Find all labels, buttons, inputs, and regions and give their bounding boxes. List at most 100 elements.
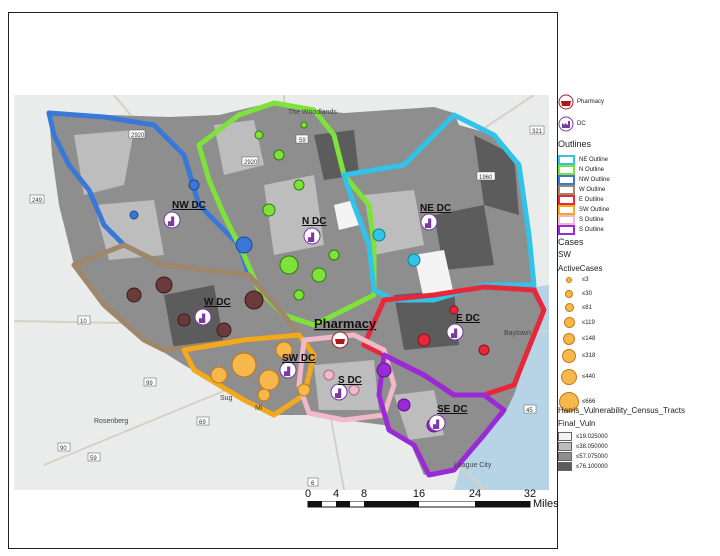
label-pharmacy: Pharmacy xyxy=(314,316,377,331)
legend-outline-swatch xyxy=(558,155,575,165)
label-w-dc: W DC xyxy=(204,297,231,308)
legend-case-item: ≤3 xyxy=(558,277,589,283)
dc-marker-se[interactable]: ▟ SE DC xyxy=(428,404,468,432)
case-bubble xyxy=(177,313,191,327)
shield-90: 90 xyxy=(60,446,67,452)
shield-2920b: 2920 xyxy=(244,160,258,166)
ne-outline xyxy=(341,112,537,303)
case-bubble xyxy=(155,276,173,294)
scale-tick-label: 0 xyxy=(304,488,312,500)
case-bubble xyxy=(262,203,276,217)
scale-tick-label: 8 xyxy=(360,488,368,500)
legend-vuln-label: ≤57.075000 xyxy=(576,453,608,460)
dc-marker-sw[interactable]: ▟ SW DC xyxy=(279,353,315,379)
legend-case-item: ≤440 xyxy=(558,369,595,385)
legend-case-label: ≤440 xyxy=(582,374,596,380)
pharmacy-marker[interactable]: Pharmacy xyxy=(314,316,377,349)
legend-pharmacy: Pharmacy xyxy=(558,94,604,110)
scale-tick-label: 24 xyxy=(468,488,482,500)
legend-case-bubble xyxy=(561,369,577,385)
legend-outline-swatch xyxy=(558,205,575,215)
legend-outline-swatch xyxy=(558,165,575,175)
case-bubble xyxy=(273,149,285,161)
shield-59n: 59 xyxy=(299,138,306,144)
legend-outline-label: S Outline xyxy=(579,227,604,233)
map-canvas[interactable]: The Woodlands Sug Mi Rosenberg League Ci… xyxy=(14,95,549,490)
case-bubble xyxy=(293,179,305,191)
dc-marker-n[interactable]: ▟ N DC xyxy=(302,216,326,245)
legend-case-item: ≤666 xyxy=(558,392,595,412)
case-bubble xyxy=(231,352,257,378)
dc-marker-ne[interactable]: ▟ NE DC xyxy=(420,203,451,231)
legend-vuln-label: ≤19.025000 xyxy=(576,433,608,440)
case-bubble xyxy=(478,344,490,356)
dc-marker-w[interactable]: ▟ W DC xyxy=(194,297,231,326)
case-bubble xyxy=(235,236,253,254)
case-bubble xyxy=(376,362,392,378)
scale-tick-label: 32 xyxy=(523,488,537,500)
legend-case-label: ≤30 xyxy=(582,291,592,297)
legend-outline-swatch xyxy=(558,195,575,205)
dc-marker-s[interactable]: ▟ S DC xyxy=(330,375,362,401)
scale-bar: 0 4 8 16 24 32 Miles xyxy=(305,488,565,512)
legend-case-item: ≤148 xyxy=(558,333,595,345)
label-s-dc: S DC xyxy=(338,375,362,386)
legend-vuln-title: Harris_Vulnerability_Census_Tracts xyxy=(558,406,686,415)
shield-69: 69 xyxy=(199,420,206,426)
case-bubble xyxy=(254,130,264,140)
case-bubble xyxy=(279,255,299,275)
map-area[interactable]: The Woodlands Sug Mi Rosenberg League Ci… xyxy=(14,95,549,490)
legend-outline-label: SW Outline xyxy=(579,207,610,213)
legend-outline-item: W Outline xyxy=(558,185,605,195)
legend-cases-title: Cases xyxy=(558,237,584,247)
legend-vuln-item: ≤38.050000 xyxy=(558,442,608,451)
shield-2920a: 2920 xyxy=(131,133,145,139)
legend-outline-swatch xyxy=(558,185,575,195)
legend-case-bubble xyxy=(559,392,579,412)
label-rosenberg: Rosenberg xyxy=(94,418,128,425)
legend-case-label: ≤3 xyxy=(582,277,589,283)
label-sw-dc: SW DC xyxy=(282,353,315,364)
legend-vuln-item: ≤19.025000 xyxy=(558,432,608,441)
shield-10: 10 xyxy=(80,319,87,325)
legend-outline-item: N Outline xyxy=(558,165,604,175)
legend-outline-item: S Outline xyxy=(558,215,604,225)
legend-case-label: ≤81 xyxy=(582,304,592,311)
case-bubble xyxy=(293,289,305,301)
case-bubble xyxy=(129,210,139,220)
legend-case-bubble xyxy=(563,317,575,328)
legend-vuln-swatch xyxy=(558,432,572,441)
legend-case-bubble xyxy=(562,349,576,363)
dc-markers: ▟ NW DC ▟ N DC ▟ NE DC ▟ W DC ▟ E DC ▟ S… xyxy=(163,200,480,432)
factory-icon xyxy=(558,116,574,132)
label-baytown: Baytown xyxy=(504,330,531,337)
legend-vuln-swatch xyxy=(558,452,572,461)
legend-outline-swatch xyxy=(558,225,575,235)
legend-vuln-swatch xyxy=(558,442,572,451)
se-outline xyxy=(376,352,507,478)
label-sugar: Sug xyxy=(220,395,233,402)
legend-case-label: ≤666 xyxy=(582,399,596,405)
label-woodlands: The Woodlands xyxy=(288,109,337,116)
legend-vuln-label: ≤38.050000 xyxy=(576,443,608,450)
dc-marker-nw[interactable]: ▟ NW DC xyxy=(163,200,206,229)
pharmacy-icon xyxy=(558,94,574,110)
case-bubble xyxy=(449,305,459,315)
legend-case-bubble xyxy=(563,333,575,345)
legend-dc: DC xyxy=(558,116,586,132)
shield-1960: 1960 xyxy=(479,175,493,181)
legend-vuln-item: ≤76.100000 xyxy=(558,462,608,471)
label-e-dc: E DC xyxy=(456,313,480,324)
legend-outline-item: NW Outline xyxy=(558,175,610,185)
legend-outline-item: E Outline xyxy=(558,195,604,205)
legend-outline-swatch xyxy=(558,175,575,185)
dc-marker-e[interactable]: ▟ E DC xyxy=(446,313,480,341)
case-bubble xyxy=(300,121,308,129)
legend-cases-sub: SW xyxy=(558,250,571,259)
shield-99: 99 xyxy=(146,381,153,387)
case-bubble xyxy=(210,366,228,384)
case-bubble xyxy=(257,388,271,402)
legend-outlines-title: Outlines xyxy=(558,139,592,149)
factory-icon: ▟ xyxy=(307,232,315,242)
legend-case-item: ≤119 xyxy=(558,317,595,328)
